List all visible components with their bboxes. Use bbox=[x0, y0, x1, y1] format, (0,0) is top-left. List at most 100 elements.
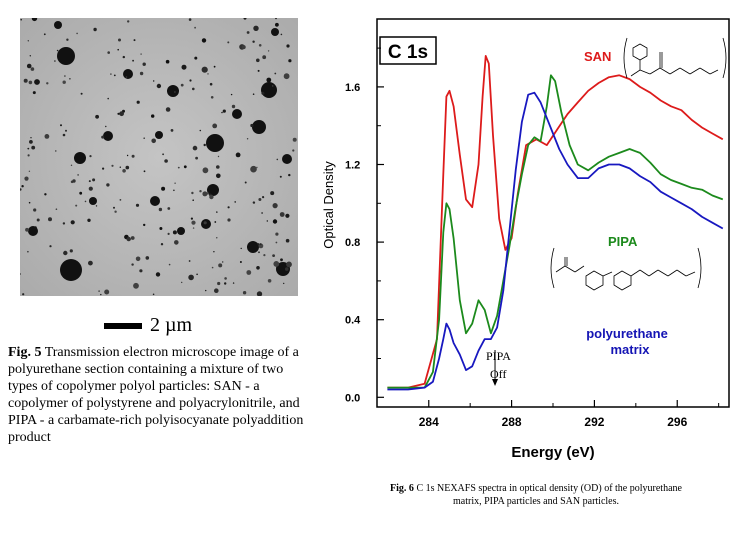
micrograph-particle bbox=[203, 221, 207, 225]
micrograph-particle bbox=[194, 56, 198, 60]
micrograph-particle bbox=[273, 261, 280, 267]
micrograph-particle bbox=[21, 185, 24, 188]
micrograph-particle bbox=[288, 173, 291, 177]
micrograph-particle bbox=[55, 150, 57, 152]
micrograph-particle bbox=[217, 155, 220, 158]
micrograph-particle bbox=[27, 147, 30, 150]
micrograph-particle bbox=[64, 75, 66, 77]
micrograph-particle bbox=[160, 243, 164, 246]
micrograph-particle bbox=[101, 135, 105, 139]
micrograph-particle bbox=[252, 201, 256, 204]
micrograph-particle bbox=[276, 158, 279, 161]
micrograph-particle bbox=[174, 240, 179, 245]
micrograph-particle bbox=[261, 212, 263, 214]
annotation-arrow-head bbox=[492, 379, 499, 386]
micrograph-particle bbox=[28, 170, 31, 172]
micrograph-particle bbox=[246, 270, 252, 275]
micrograph-particle bbox=[46, 82, 49, 85]
micrograph-particle bbox=[177, 166, 180, 169]
micrograph-particle bbox=[271, 85, 274, 87]
micrograph-particle bbox=[34, 226, 37, 230]
micrograph-particle bbox=[191, 191, 194, 195]
micrograph-particle bbox=[151, 114, 155, 118]
micrograph-particle bbox=[95, 114, 99, 119]
micrograph-particle bbox=[125, 76, 128, 78]
micrograph-particle bbox=[261, 91, 265, 95]
micrograph-particle bbox=[275, 22, 279, 27]
micrograph-particle bbox=[213, 65, 216, 68]
micrograph-particle bbox=[98, 290, 100, 292]
micrograph-particle bbox=[267, 279, 272, 283]
micrograph-particle bbox=[283, 282, 285, 285]
micrograph-particle bbox=[153, 80, 155, 82]
micrograph-particle bbox=[125, 165, 130, 170]
micrograph-particle bbox=[274, 72, 277, 75]
micrograph-particle bbox=[275, 18, 277, 20]
micrograph-particle bbox=[28, 80, 33, 85]
micrograph-particle bbox=[218, 263, 223, 268]
micrograph-particle bbox=[60, 259, 82, 281]
micrograph-particle bbox=[122, 55, 126, 59]
micrograph-particle bbox=[28, 201, 31, 204]
micrograph-particle bbox=[113, 206, 115, 209]
y-tick-label: 1.6 bbox=[345, 82, 360, 94]
micrograph-particle bbox=[143, 170, 146, 173]
micrograph-particle bbox=[212, 123, 218, 129]
micrograph-particle bbox=[27, 250, 29, 253]
micrograph-particle bbox=[117, 112, 120, 115]
micrograph-particle bbox=[69, 78, 71, 80]
micrograph-particle bbox=[244, 181, 247, 184]
micrograph-particle bbox=[167, 232, 170, 235]
micrograph-particle bbox=[167, 207, 171, 210]
micrograph-particle bbox=[106, 183, 110, 187]
micrograph-particle bbox=[241, 45, 246, 50]
micrograph-particle bbox=[285, 238, 290, 243]
micrograph-particle bbox=[216, 173, 221, 179]
micrograph-particle bbox=[173, 189, 175, 192]
micrograph-particle bbox=[36, 218, 40, 222]
micrograph-particle bbox=[44, 134, 50, 139]
micrograph-particle bbox=[88, 180, 91, 183]
x-tick-label: 292 bbox=[584, 415, 604, 429]
legend-san-label: SAN bbox=[584, 49, 611, 64]
micrograph-particle bbox=[119, 199, 122, 201]
micrograph-particle bbox=[199, 129, 202, 132]
micrograph-particle bbox=[140, 53, 142, 55]
pipa-structure-diagram bbox=[550, 247, 702, 291]
micrograph-particle bbox=[89, 155, 92, 158]
micrograph-particle bbox=[135, 203, 140, 207]
micrograph-particle bbox=[250, 123, 254, 128]
fig5-caption-label: Fig. 5 bbox=[8, 345, 42, 360]
micrograph-particle bbox=[118, 38, 121, 42]
micrograph-particle bbox=[201, 38, 207, 43]
micrograph-particle bbox=[207, 73, 209, 75]
micrograph-particle bbox=[139, 71, 144, 76]
micrograph-particle bbox=[93, 27, 97, 32]
micrograph-particle bbox=[88, 260, 93, 266]
micrograph-particle bbox=[292, 137, 297, 142]
micrograph-particle bbox=[207, 184, 219, 196]
micrograph-particle bbox=[150, 196, 160, 206]
micrograph-particle bbox=[199, 190, 202, 193]
micrograph-particle bbox=[216, 237, 218, 239]
micrograph-particle bbox=[119, 111, 124, 117]
micrograph-particle bbox=[282, 154, 292, 164]
series-line-pipa bbox=[387, 74, 724, 389]
nexafs-chart: C 1s 0.0 0.4 0.8 1.2 1.6 284 288 292 296 Optica… bbox=[321, 18, 730, 461]
micrograph-particle bbox=[133, 39, 136, 42]
micrograph-particle bbox=[43, 33, 46, 36]
micrograph-particle bbox=[192, 145, 198, 151]
micrograph-particle bbox=[252, 40, 255, 43]
micrograph-particle bbox=[246, 31, 250, 34]
micrograph-particle bbox=[164, 159, 168, 163]
micrograph-particle bbox=[231, 104, 236, 109]
micrograph-particle bbox=[131, 263, 134, 266]
micrograph-particle bbox=[54, 21, 62, 29]
micrograph-particle bbox=[177, 227, 185, 235]
micrograph-particle bbox=[262, 55, 267, 60]
micrograph-particles bbox=[20, 18, 297, 296]
micrograph-particle bbox=[20, 188, 22, 191]
micrograph-particle bbox=[222, 261, 224, 263]
annotation-arrow bbox=[492, 350, 499, 386]
micrograph-particle bbox=[285, 267, 289, 271]
